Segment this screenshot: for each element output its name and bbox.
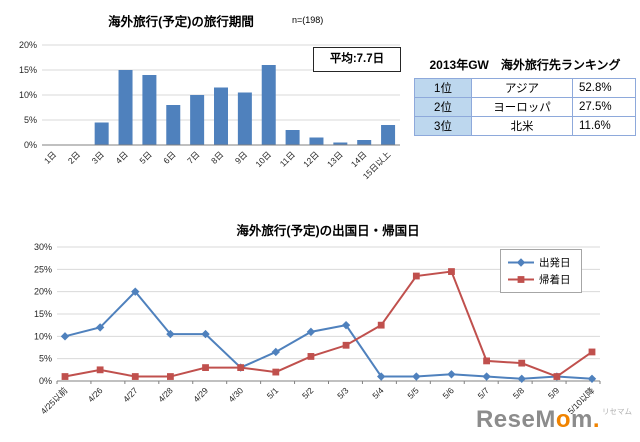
square-marker-icon bbox=[508, 276, 534, 283]
bar bbox=[166, 105, 181, 145]
svg-text:8日: 8日 bbox=[209, 149, 225, 165]
svg-text:10%: 10% bbox=[34, 331, 52, 341]
chart-title: 海外旅行(予定)の出国日・帰国日 bbox=[236, 224, 420, 238]
svg-text:20%: 20% bbox=[19, 40, 37, 50]
svg-text:20%: 20% bbox=[34, 287, 52, 297]
svg-text:5/9: 5/9 bbox=[546, 385, 562, 401]
svg-text:4日: 4日 bbox=[114, 149, 130, 165]
svg-text:5/3: 5/3 bbox=[335, 385, 351, 401]
ranking-panel: 2013年GW 海外旅行先ランキング 1位 アジア 52.8% 2位 ヨーロッパ 27.5… bbox=[414, 56, 636, 136]
chart-title: 海外旅行(予定)の旅行期間 bbox=[108, 15, 254, 29]
svg-text:10%: 10% bbox=[19, 90, 37, 100]
svg-text:6日: 6日 bbox=[161, 149, 177, 165]
legend-item: 出発日 bbox=[508, 254, 571, 271]
svg-text:5/5: 5/5 bbox=[405, 385, 421, 401]
bar bbox=[237, 92, 252, 145]
bar bbox=[261, 65, 276, 145]
dates-line-plot: 0% 5% 10% 15% 20% 25% 30% 4/25以前 4/26 4/27 4/28 4/2… bbox=[34, 242, 601, 416]
svg-text:4/27: 4/27 bbox=[121, 385, 140, 404]
svg-text:4/30: 4/30 bbox=[226, 385, 245, 404]
legend-label: 帰着日 bbox=[539, 274, 571, 286]
svg-text:4/29: 4/29 bbox=[191, 385, 210, 404]
svg-text:7日: 7日 bbox=[185, 149, 201, 165]
table-row: 3位 北米 11.6% bbox=[414, 116, 636, 136]
svg-text:0%: 0% bbox=[39, 376, 52, 386]
svg-text:11日: 11日 bbox=[278, 149, 297, 168]
ranking-title: 2013年GW 海外旅行先ランキング bbox=[429, 58, 621, 72]
diamond-marker-icon bbox=[508, 258, 534, 267]
svg-text:30%: 30% bbox=[34, 242, 52, 252]
bar bbox=[333, 142, 348, 145]
svg-text:3日: 3日 bbox=[90, 149, 106, 165]
average-annotation: 平均:7.7日 bbox=[313, 47, 401, 72]
svg-text:4/28: 4/28 bbox=[156, 385, 175, 404]
bar bbox=[142, 75, 157, 145]
svg-text:14日: 14日 bbox=[349, 149, 369, 169]
logo-dot: . bbox=[592, 406, 600, 433]
logo-text-accent: o bbox=[555, 406, 571, 433]
rank-cell: 3位 bbox=[414, 116, 472, 136]
bar bbox=[190, 95, 205, 145]
logo-text: m bbox=[570, 406, 593, 433]
svg-text:4/26: 4/26 bbox=[86, 385, 105, 404]
bars bbox=[94, 65, 396, 145]
svg-text:0%: 0% bbox=[24, 140, 37, 150]
bar bbox=[214, 87, 228, 145]
rank-cell: 2位 bbox=[414, 97, 472, 117]
logo-text: M bbox=[535, 406, 556, 433]
line-series-0 bbox=[60, 287, 597, 383]
share-cell: 52.8% bbox=[572, 78, 636, 98]
y-axis-labels: 0% 5% 10% 15% 20% 25% 30% bbox=[34, 242, 52, 386]
svg-text:5/4: 5/4 bbox=[370, 385, 386, 401]
bar bbox=[285, 130, 300, 145]
svg-text:4/25以前: 4/25以前 bbox=[39, 385, 70, 416]
ranking-table: 1位 アジア 52.8% 2位 ヨーロッパ 27.5% 3位 北米 11.6% bbox=[414, 78, 636, 136]
bar bbox=[94, 122, 109, 145]
logo-caption: リセマム bbox=[602, 407, 632, 416]
svg-text:25%: 25% bbox=[34, 264, 52, 274]
svg-text:5/2: 5/2 bbox=[300, 385, 316, 401]
dest-cell: 北米 bbox=[471, 116, 573, 136]
svg-text:1日: 1日 bbox=[42, 149, 58, 165]
svg-text:2日: 2日 bbox=[66, 149, 82, 165]
dates-chart: 海外旅行(予定)の出国日・帰国日 0% 5% 10% 15% 20% 25% 30% 4/25… bbox=[8, 213, 636, 442]
legend-label: 出発日 bbox=[539, 257, 571, 269]
share-cell: 11.6% bbox=[572, 116, 636, 136]
sample-size-label: n=(198) bbox=[292, 15, 324, 25]
svg-text:15%: 15% bbox=[34, 309, 52, 319]
logo-text: Rese bbox=[475, 406, 536, 433]
svg-text:10日: 10日 bbox=[253, 149, 273, 169]
svg-text:5/7: 5/7 bbox=[476, 385, 492, 401]
dest-cell: ヨーロッパ bbox=[471, 97, 573, 117]
svg-text:5%: 5% bbox=[39, 354, 52, 364]
dest-cell: アジア bbox=[471, 78, 573, 98]
chart-legend: 出発日 帰着日 bbox=[500, 249, 582, 293]
svg-text:5%: 5% bbox=[24, 115, 37, 125]
svg-text:5/1: 5/1 bbox=[265, 385, 281, 401]
rank-cell: 1位 bbox=[414, 78, 472, 98]
svg-text:13日: 13日 bbox=[325, 149, 345, 169]
svg-text:9日: 9日 bbox=[233, 149, 249, 165]
svg-text:5/8: 5/8 bbox=[511, 385, 527, 401]
svg-text:5日: 5日 bbox=[137, 149, 153, 165]
svg-text:12日: 12日 bbox=[301, 149, 321, 169]
legend-item: 帰着日 bbox=[508, 271, 571, 288]
svg-text:5/6: 5/6 bbox=[440, 385, 456, 401]
line-series-1 bbox=[61, 268, 596, 380]
table-row: 2位 ヨーロッパ 27.5% bbox=[414, 97, 636, 117]
resemom-logo: ReseMom. リセマム bbox=[476, 406, 632, 434]
bar bbox=[118, 70, 133, 145]
table-row: 1位 アジア 52.8% bbox=[414, 78, 636, 98]
y-axis-labels: 0% 5% 10% 15% 20% bbox=[19, 40, 37, 150]
bar bbox=[381, 125, 396, 145]
duration-bar-plot: 0% 5% 10% 15% 20% 1日 2日 3日 4日 5日 6日 7日 8日 9日 10日 11日 12日… bbox=[19, 40, 400, 181]
duration-chart: 海外旅行(予定)の旅行期間 n=(198) 0% 5% 10% 15% 20% 1日 2日 3… bbox=[8, 4, 412, 209]
share-cell: 27.5% bbox=[572, 97, 636, 117]
svg-text:15%: 15% bbox=[19, 65, 37, 75]
bar bbox=[357, 140, 372, 145]
bar bbox=[309, 137, 324, 145]
